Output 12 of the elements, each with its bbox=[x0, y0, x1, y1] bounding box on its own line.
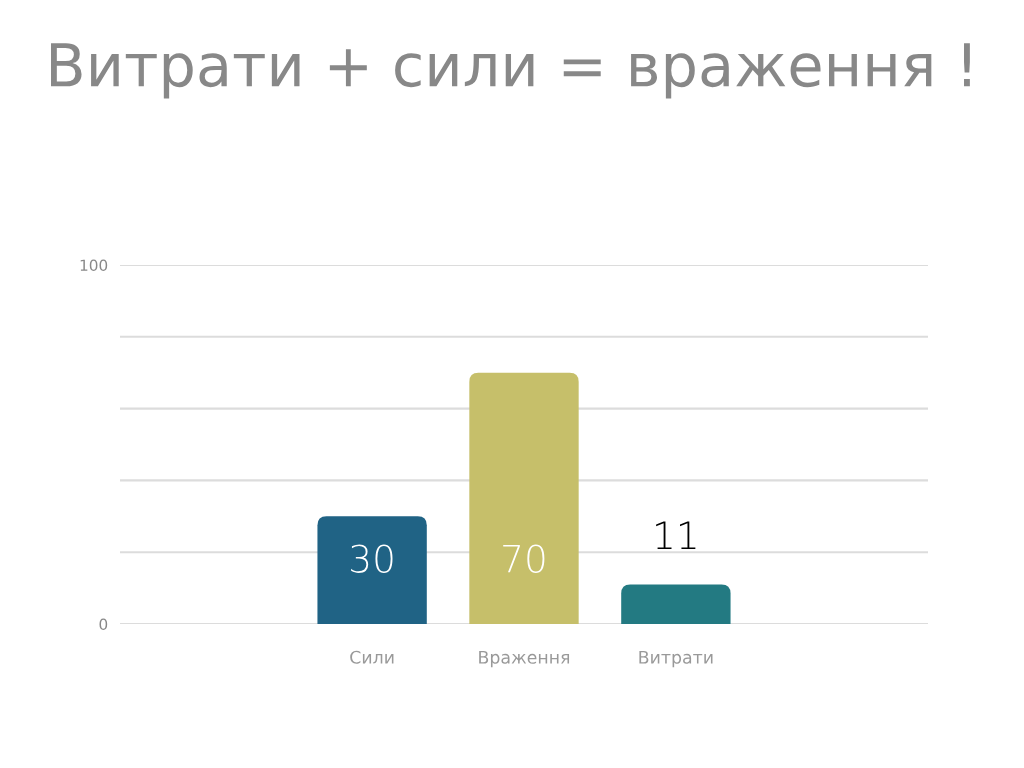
bar bbox=[317, 516, 427, 624]
data-label: 11 bbox=[656, 521, 696, 549]
x-tick-label: Сили bbox=[350, 650, 394, 664]
y-tick-label: 100 bbox=[80, 259, 108, 272]
y-tick-label: 0 bbox=[99, 618, 108, 631]
bar bbox=[469, 372, 579, 624]
bar bbox=[621, 584, 731, 624]
data-label: 30 bbox=[351, 544, 393, 573]
data-label: 70 bbox=[503, 544, 545, 573]
chart-title: Витрати + сили = враження ! bbox=[51, 43, 970, 99]
x-tick-label: Витрати bbox=[639, 650, 713, 668]
x-tick-label: Враження bbox=[479, 650, 570, 668]
